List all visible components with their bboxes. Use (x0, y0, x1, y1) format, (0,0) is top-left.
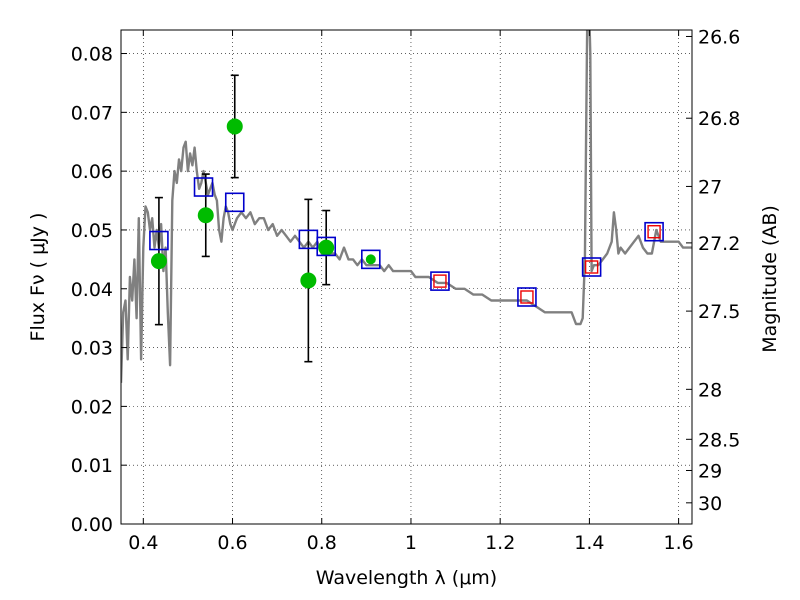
observed-point (300, 272, 317, 289)
nir-square (520, 290, 534, 304)
observed-point (226, 118, 243, 135)
mag-tick-label: 27 (698, 176, 722, 198)
model-square (361, 249, 381, 270)
x-tick-label: 0.8 (307, 532, 337, 554)
x-axis: 0.4 0.6 0.8 1 1.2 1.4 1.6 (128, 30, 694, 554)
y-tick-label: 0.00 (71, 514, 113, 536)
model-square (193, 177, 214, 197)
x-tick-label: 1.4 (574, 532, 604, 554)
x-tick-label: 1.2 (485, 532, 515, 554)
plot-area (121, 30, 692, 524)
plot-frame (120, 29, 693, 525)
observed-point (197, 207, 214, 224)
mag-tick-label: 26.6 (698, 26, 740, 48)
y-tick-label: 0.08 (71, 44, 113, 66)
nir-square (647, 225, 661, 239)
y-axis: 0.00 0.01 0.02 0.03 0.04 0.05 0.06 0.07 0.08 (71, 44, 127, 536)
mag-tick-label: 30 (698, 493, 722, 515)
y-tick-label: 0.01 (71, 455, 113, 477)
mag-tick-label: 26.8 (698, 108, 740, 130)
model-square (430, 271, 450, 291)
y-tick-label: 0.05 (71, 220, 113, 242)
y-tick-label: 0.04 (71, 279, 113, 301)
y-axis-label: Flux Fν ( μJy ) (27, 213, 49, 342)
magnitude-axis: 26.6 26.8 27 27.2 27.5 28 28.5 29 30 (686, 26, 740, 515)
nir-square (433, 274, 447, 288)
y-tick-label: 0.03 (71, 338, 113, 360)
x-tick-label: 1 (405, 532, 417, 554)
observed-point (318, 239, 335, 256)
y-tick-label: 0.07 (71, 102, 113, 124)
mag-tick-label: 28 (698, 379, 722, 401)
model-square (224, 192, 245, 213)
x-tick-label: 0.4 (128, 532, 158, 554)
mag-tick-label: 29 (698, 460, 722, 482)
mag-tick-label: 28.5 (698, 429, 740, 451)
nir-square (584, 260, 599, 274)
model-square (581, 257, 602, 277)
observed-point (150, 253, 167, 270)
y-tick-label: 0.06 (71, 161, 113, 183)
y-tick-label: 0.02 (71, 396, 113, 418)
magnitude-axis-label: Magnitude (AB) (759, 205, 781, 353)
x-axis-label: Wavelength λ (μm) (316, 567, 497, 589)
x-tick-label: 1.6 (664, 532, 694, 554)
mag-tick-label: 27.5 (698, 301, 740, 323)
model-square (644, 221, 664, 242)
model-square (149, 230, 169, 251)
model-square (517, 287, 537, 307)
points-layer (149, 118, 664, 307)
model-square (316, 236, 337, 257)
mag-tick-label: 27.2 (698, 233, 740, 255)
x-tick-label: 0.6 (217, 532, 247, 554)
observed-point (365, 254, 376, 265)
